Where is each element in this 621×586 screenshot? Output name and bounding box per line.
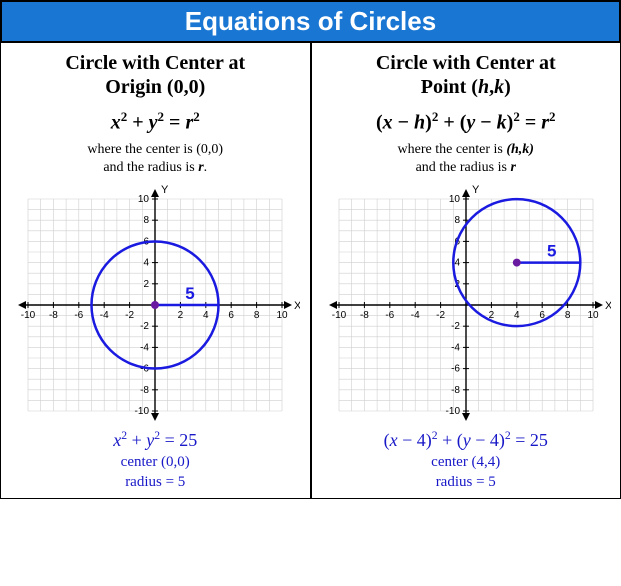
svg-text:8: 8 [254,310,260,321]
right-column: Circle with Center atPoint (h,k) (x − h)… [312,43,621,498]
right-center-radius: center (4,4)radius = 5 [316,453,617,492]
columns: Circle with Center atOrigin (0,0) x2 + y… [0,43,621,499]
left-subtitle: Circle with Center atOrigin (0,0) [5,51,306,99]
left-graph: -10-8-6-4-2246810-10-8-6-4-2246810XY5 [10,185,300,425]
svg-text:Y: Y [472,185,480,196]
right-graph: -10-8-6-4-2246810-10-8-6-4-2246810XY5 [321,185,611,425]
left-description: where the center is (0,0)and the radius … [5,141,306,177]
right-description: where the center is (h,k)and the radius … [316,141,617,177]
right-equation-example: (x − 4)2 + (y − 4)2 = 25 [316,429,617,451]
svg-text:2: 2 [178,310,184,321]
svg-text:5: 5 [547,242,556,261]
svg-text:-2: -2 [125,310,134,321]
svg-text:10: 10 [449,194,461,205]
right-subtitle: Circle with Center atPoint (h,k) [316,51,617,99]
left-equation-general: x2 + y2 = r2 [5,109,306,135]
svg-text:-6: -6 [451,364,460,375]
svg-text:-2: -2 [140,321,149,332]
svg-text:-10: -10 [445,406,460,417]
svg-text:4: 4 [454,258,460,269]
svg-text:4: 4 [203,310,209,321]
svg-text:-6: -6 [75,310,84,321]
left-column: Circle with Center atOrigin (0,0) x2 + y… [1,43,310,498]
svg-text:-6: -6 [385,310,394,321]
svg-text:-8: -8 [49,310,58,321]
svg-text:-4: -4 [410,310,419,321]
svg-text:-8: -8 [140,385,149,396]
svg-text:10: 10 [587,310,599,321]
svg-text:X: X [605,300,611,312]
svg-text:-10: -10 [332,310,347,321]
svg-text:-8: -8 [451,385,460,396]
left-center-radius: center (0,0)radius = 5 [5,453,306,492]
svg-text:8: 8 [454,215,460,226]
svg-text:X: X [294,300,300,312]
svg-text:10: 10 [138,194,150,205]
svg-text:-4: -4 [451,342,460,353]
svg-text:6: 6 [229,310,235,321]
left-equation-example: x2 + y2 = 25 [5,429,306,451]
right-equation-general: (x − h)2 + (y − k)2 = r2 [316,109,617,135]
svg-text:-2: -2 [451,321,460,332]
svg-text:4: 4 [514,310,520,321]
svg-text:-4: -4 [140,342,149,353]
svg-text:-8: -8 [360,310,369,321]
svg-text:-4: -4 [100,310,109,321]
svg-text:-10: -10 [21,310,36,321]
svg-text:10: 10 [277,310,289,321]
page-title: Equations of Circles [0,0,621,43]
svg-text:8: 8 [565,310,571,321]
svg-text:-10: -10 [135,406,150,417]
svg-text:8: 8 [144,215,150,226]
svg-text:5: 5 [185,284,194,303]
svg-text:2: 2 [144,279,150,290]
svg-text:4: 4 [144,258,150,269]
svg-text:Y: Y [161,185,169,196]
svg-text:-2: -2 [436,310,445,321]
